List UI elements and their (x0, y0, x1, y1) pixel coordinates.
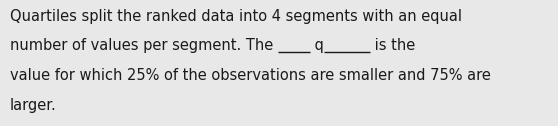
Text: Quartiles split the ranked data into 4 segments with an equal: Quartiles split the ranked data into 4 s… (10, 9, 462, 24)
Text: is the: is the (371, 38, 416, 53)
Text: value for which 25% of the observations are smaller and 75% are: value for which 25% of the observations … (10, 68, 491, 83)
Text: number of values per segment. The: number of values per segment. The (10, 38, 278, 53)
Text: larger.: larger. (10, 98, 57, 113)
Text: q: q (310, 38, 324, 53)
